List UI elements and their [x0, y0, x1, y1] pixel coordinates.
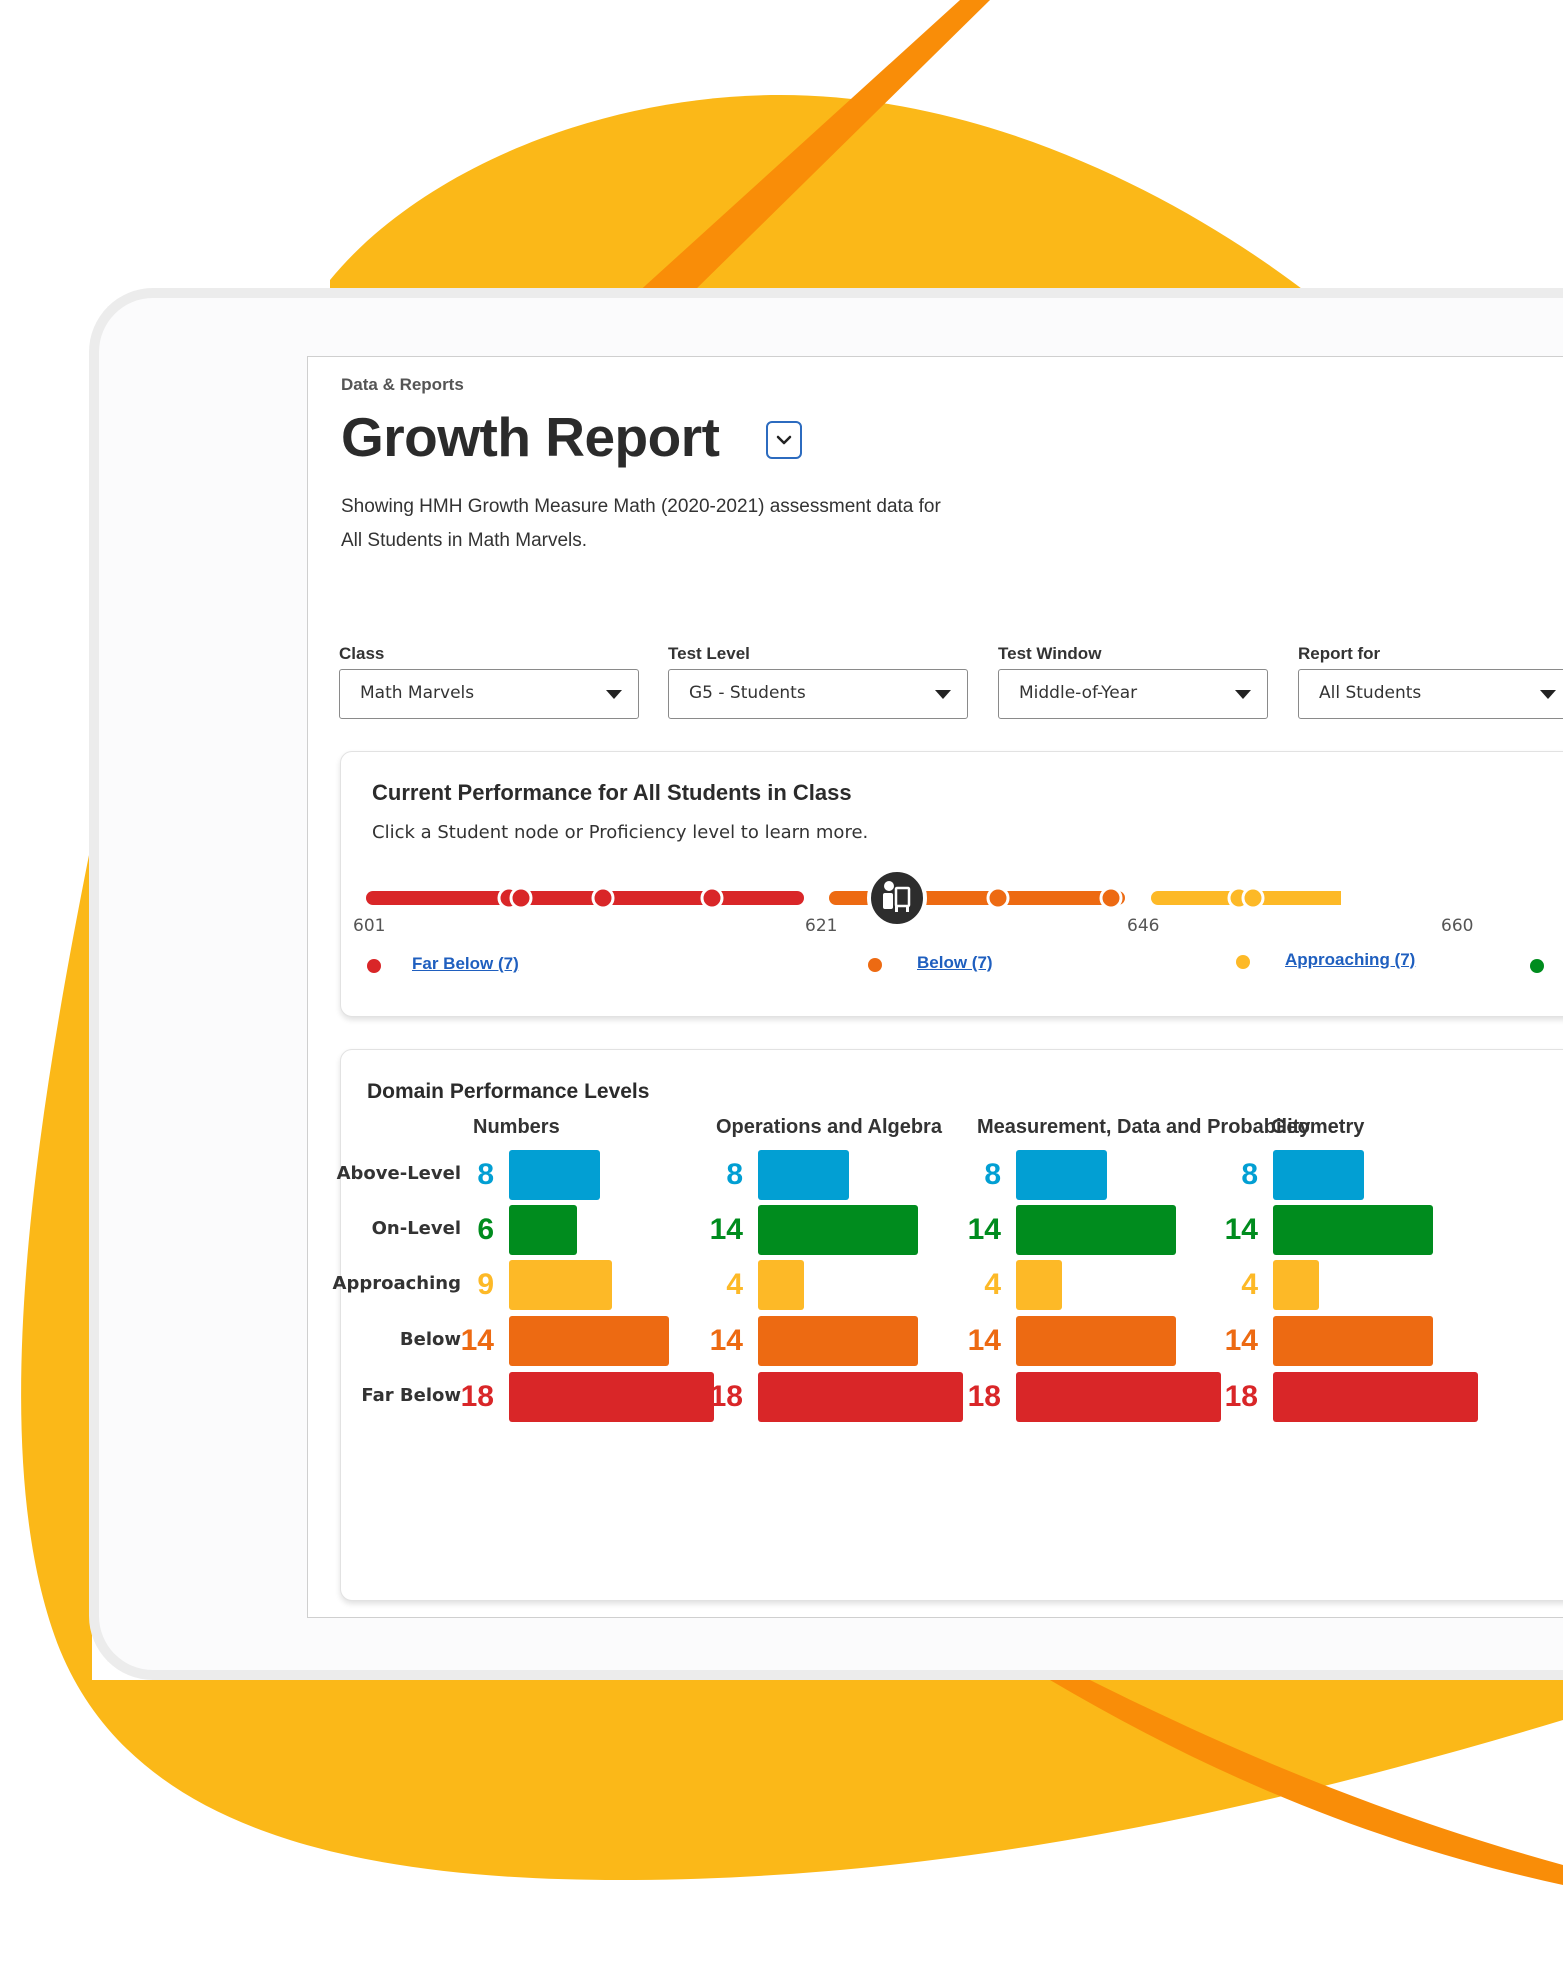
- test-level-filter-label: Test Level: [668, 644, 750, 663]
- report-for-select[interactable]: All Students: [1298, 669, 1563, 719]
- domain-count: 14: [1224, 1213, 1258, 1246]
- row-label: Above-Level: [336, 1163, 461, 1184]
- domain-count: 4: [984, 1268, 1001, 1301]
- class-select[interactable]: Math Marvels: [339, 669, 639, 719]
- student-node[interactable]: [1241, 886, 1265, 910]
- domain-bar[interactable]: [1273, 1372, 1478, 1422]
- student-node[interactable]: [591, 886, 615, 910]
- page-title: Growth Report: [341, 406, 720, 468]
- domain-count: 14: [709, 1213, 743, 1246]
- student-node[interactable]: [986, 886, 1010, 910]
- proficiency-scale: [366, 868, 1341, 928]
- domain-bar[interactable]: [1016, 1260, 1062, 1310]
- student-node[interactable]: [700, 886, 724, 910]
- row-label: Below: [399, 1329, 461, 1350]
- domain-bar[interactable]: [758, 1205, 918, 1255]
- domain-bar[interactable]: [1016, 1150, 1107, 1200]
- domain-title: Operations and Algebra: [716, 1116, 942, 1138]
- domain-bar[interactable]: [1016, 1372, 1221, 1422]
- domain-count: 14: [460, 1324, 494, 1357]
- domain-bar[interactable]: [1016, 1205, 1176, 1255]
- domain-bar[interactable]: [1273, 1260, 1319, 1310]
- caret-down-icon: [1540, 690, 1556, 699]
- row-label: On-Level: [371, 1218, 461, 1239]
- class-select-value: Math Marvels: [360, 683, 475, 703]
- domain-count: 4: [1241, 1268, 1258, 1301]
- domain-bar[interactable]: [758, 1260, 804, 1310]
- row-label: Approaching: [332, 1273, 461, 1294]
- report-for-filter-label: Report for: [1298, 644, 1381, 663]
- student-node[interactable]: [509, 886, 533, 910]
- domain-count: 8: [726, 1158, 743, 1191]
- domain-count: 18: [709, 1380, 743, 1413]
- below-link[interactable]: Below (7): [917, 953, 993, 972]
- current-performance-card: Current Performance for All Students in …: [340, 751, 1563, 1017]
- scale-tick: 601: [353, 916, 386, 936]
- far-below-band[interactable]: [366, 891, 804, 905]
- domain-count: 6: [477, 1213, 494, 1246]
- domain-title: Geometry: [1271, 1116, 1365, 1138]
- domain-count: 8: [984, 1158, 1001, 1191]
- class-group-icon[interactable]: [867, 868, 927, 928]
- domain-count: 8: [1241, 1158, 1258, 1191]
- student-node[interactable]: [1099, 886, 1123, 910]
- domain-title: Numbers: [473, 1116, 560, 1138]
- domain-bar[interactable]: [1016, 1316, 1176, 1366]
- domain-bar[interactable]: [1273, 1205, 1433, 1255]
- test-window-filter-label: Test Window: [998, 644, 1102, 663]
- scale-tick: 660: [1441, 916, 1474, 936]
- row-label: Far Below: [361, 1385, 461, 1406]
- breadcrumb[interactable]: Data & Reports: [341, 375, 464, 394]
- above-level-dot: [1530, 959, 1544, 973]
- caret-down-icon: [1235, 690, 1251, 699]
- chevron-down-icon: [776, 435, 792, 445]
- approaching-dot: [1236, 955, 1250, 969]
- domain-performance-card: Domain Performance Levels Above-Level On-…: [333, 1049, 1563, 1601]
- domain-count: 18: [967, 1380, 1001, 1413]
- far-below-link[interactable]: Far Below (7): [412, 954, 519, 973]
- domain-count: 9: [477, 1268, 494, 1301]
- domain-count: 18: [1224, 1380, 1258, 1413]
- domain-count: 14: [967, 1324, 1001, 1357]
- report-description: Showing HMH Growth Measure Math (2020-20…: [341, 496, 941, 551]
- below-dot: [868, 958, 882, 972]
- scale-tick: 646: [1127, 916, 1160, 936]
- test-window-select[interactable]: Middle-of-Year: [998, 669, 1268, 719]
- domain-bar[interactable]: [509, 1260, 612, 1310]
- domain-bar[interactable]: [509, 1316, 669, 1366]
- domain-title: Measurement, Data and Probability: [977, 1116, 1311, 1138]
- domain-count: 14: [709, 1324, 743, 1357]
- scale-tick: 621: [805, 916, 838, 936]
- domain-bar[interactable]: [509, 1150, 600, 1200]
- report-screen: Data & Reports Growth Report Showing HMH…: [307, 356, 1563, 1618]
- domain-count: 14: [967, 1213, 1001, 1246]
- domain-bar[interactable]: [758, 1372, 963, 1422]
- domain-bar[interactable]: [1273, 1150, 1364, 1200]
- domain-bar[interactable]: [758, 1316, 918, 1366]
- caret-down-icon: [606, 690, 622, 699]
- domain-bar[interactable]: [509, 1372, 714, 1422]
- domain-performance-title: Domain Performance Levels: [367, 1080, 650, 1103]
- performance-title: Current Performance for All Students in …: [372, 780, 852, 805]
- report-for-select-value: All Students: [1319, 683, 1422, 703]
- approaching-link[interactable]: Approaching (7): [1285, 950, 1416, 969]
- class-filter-label: Class: [339, 644, 385, 663]
- domain-count: 8: [477, 1158, 494, 1191]
- report-switcher-button[interactable]: [766, 421, 802, 459]
- performance-subtitle: Click a Student node or Proficiency leve…: [372, 822, 869, 843]
- test-level-select-value: G5 - Students: [689, 683, 806, 703]
- domain-count: 4: [726, 1268, 743, 1301]
- domain-count: 18: [460, 1380, 494, 1413]
- domain-bar[interactable]: [509, 1205, 577, 1255]
- domain-bar[interactable]: [1273, 1316, 1433, 1366]
- caret-down-icon: [935, 690, 951, 699]
- domain-bar[interactable]: [758, 1150, 849, 1200]
- test-window-select-value: Middle-of-Year: [1019, 683, 1138, 703]
- far-below-dot: [367, 959, 381, 973]
- test-level-select[interactable]: G5 - Students: [668, 669, 968, 719]
- domain-count: 14: [1224, 1324, 1258, 1357]
